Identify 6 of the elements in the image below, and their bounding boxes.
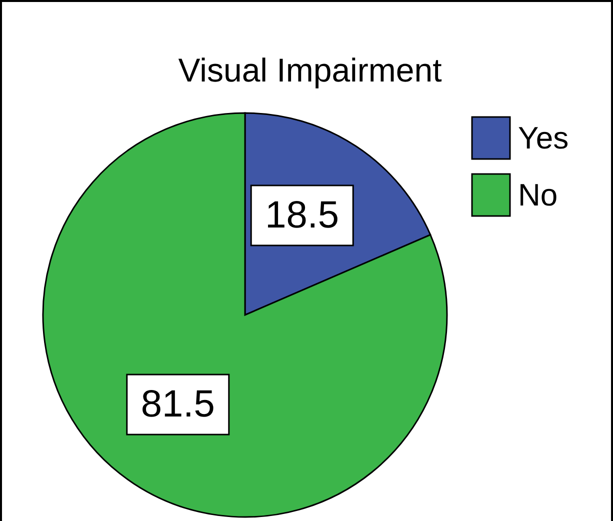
data-label: 81.5 — [140, 384, 215, 426]
legend-label: Yes — [518, 120, 569, 156]
pie-slice — [42, 112, 448, 518]
legend-label: No — [518, 178, 558, 212]
chart-title: Visual Impairment — [178, 52, 442, 88]
data-label: 18.5 — [265, 194, 340, 236]
